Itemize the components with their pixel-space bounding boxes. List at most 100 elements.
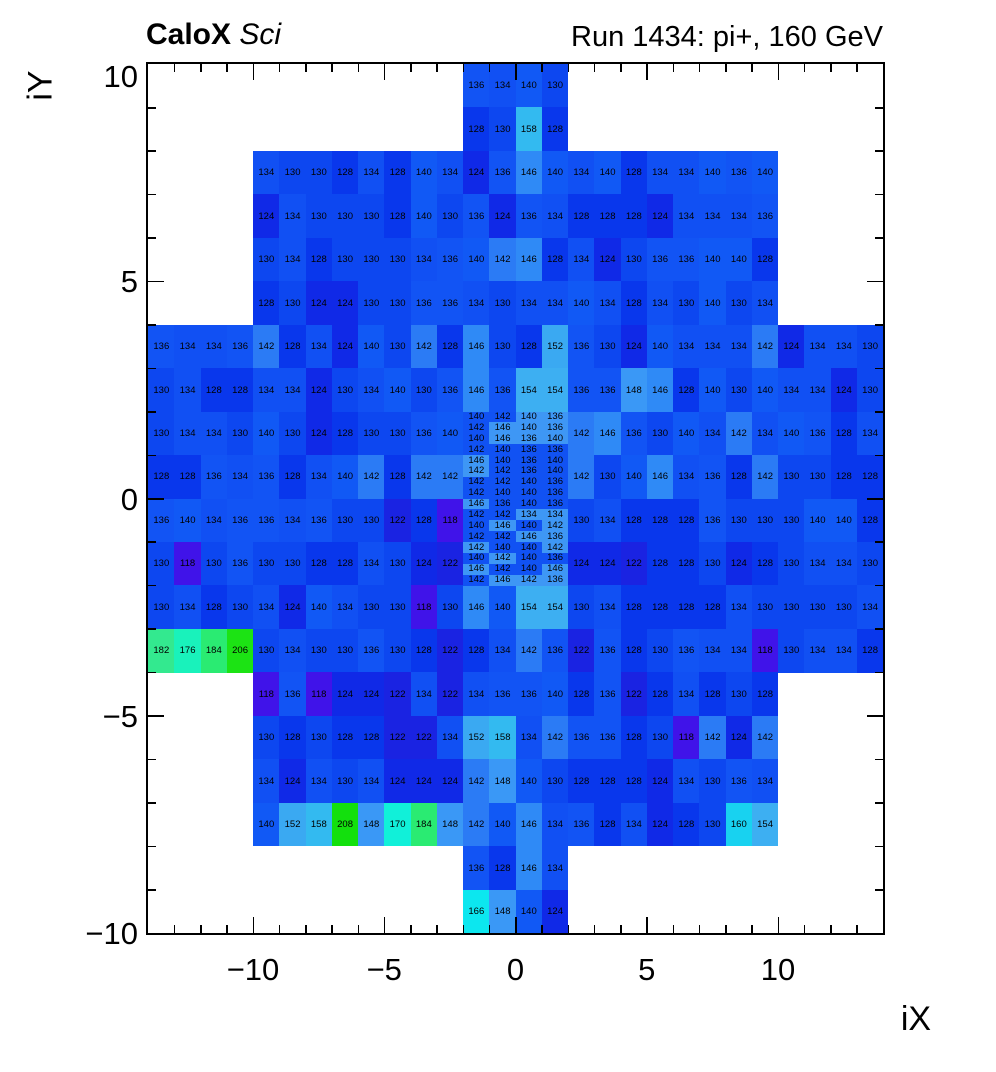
heatmap-cell: 130 (358, 194, 385, 239)
heatmap-cell: 134 (200, 498, 228, 543)
heatmap-cell: 136 (463, 64, 490, 108)
heatmap-cell: 128 (594, 759, 621, 804)
heatmap-cell: 140 (463, 552, 490, 564)
heatmap-cell: 128 (358, 715, 385, 760)
axis-tick (867, 498, 883, 500)
heatmap-cell: 128 (541, 237, 569, 282)
heatmap-cell: 118 (305, 672, 333, 717)
heatmap-cell: 146 (463, 585, 490, 630)
heatmap-cell: 130 (253, 715, 280, 760)
heatmap-cell: 128 (751, 541, 779, 586)
heatmap-cell: 136 (200, 455, 228, 499)
heatmap-cell: 134 (358, 150, 385, 195)
heatmap-cell: 130 (725, 672, 753, 717)
heatmap-cell: 130 (541, 759, 569, 804)
axis-tick (410, 925, 412, 933)
heatmap-cell: 128 (725, 455, 753, 499)
axis-tick (148, 802, 156, 804)
heatmap-cell: 140 (463, 520, 490, 532)
heatmap-cell: 130 (489, 281, 516, 326)
heatmap-cell: 130 (358, 237, 385, 282)
heatmap-cell: 158 (489, 715, 516, 760)
x-tick-label: −10 (226, 952, 280, 987)
heatmap-cell: 184 (200, 628, 228, 673)
heatmap-cell: 128 (751, 672, 779, 717)
axis-tick (148, 584, 156, 587)
heatmap-cell: 146 (463, 563, 490, 575)
heatmap-cell: 136 (568, 802, 595, 847)
heatmap-cell: 140 (489, 455, 516, 467)
axis-tick (875, 671, 883, 674)
heatmap-cell: 130 (778, 498, 805, 543)
axis-tick (148, 324, 156, 326)
heatmap-cell: 136 (594, 628, 621, 673)
heatmap-cell: 118 (410, 585, 438, 630)
heatmap-cell: 130 (646, 411, 674, 456)
heatmap-cell: 142 (463, 531, 490, 543)
axis-tick (875, 106, 883, 109)
heatmap-cell: 128 (620, 194, 648, 239)
heatmap-cell: 134 (515, 715, 543, 760)
axis-tick (148, 193, 156, 196)
heatmap-cell: 134 (358, 368, 385, 412)
heatmap-cell: 124 (305, 411, 333, 456)
heatmap-cell: 130 (331, 759, 359, 804)
heatmap-cell: 134 (804, 324, 831, 369)
heatmap-cell: 136 (515, 672, 543, 717)
axis-tick (200, 925, 202, 933)
heatmap-cell: 130 (646, 628, 674, 673)
heatmap-cell: 130 (331, 194, 359, 239)
heatmap-cell: 140 (515, 563, 543, 575)
heatmap-cell: 130 (331, 237, 359, 282)
heatmap-cell: 130 (725, 498, 753, 543)
heatmap-cell: 140 (253, 802, 280, 847)
heatmap-cell: 134 (594, 498, 621, 543)
axis-tick (305, 925, 307, 933)
heatmap-cell: 148 (489, 889, 516, 934)
heatmap-cell: 142 (463, 487, 490, 499)
heatmap-cell: 124 (646, 759, 674, 804)
heatmap-cell: 140 (646, 324, 674, 369)
heatmap-cell: 136 (148, 324, 175, 369)
heatmap-cell: 140 (436, 411, 464, 456)
heatmap-cell: 142 (541, 541, 569, 554)
heatmap-cell: 136 (594, 368, 621, 412)
heatmap-cell: 134 (463, 672, 490, 717)
heatmap-cell: 142 (489, 531, 516, 543)
heatmap-cell: 140 (804, 498, 831, 543)
axis-tick (875, 802, 883, 804)
heatmap-cell: 140 (174, 498, 201, 543)
heatmap-cell: 134 (830, 541, 858, 586)
heatmap-cell: 130 (778, 541, 805, 586)
heatmap-cell: 134 (358, 759, 385, 804)
heatmap-cell: 140 (489, 487, 516, 499)
y-tick-label: −5 (102, 698, 138, 734)
heatmap-cell: 134 (358, 541, 385, 586)
heatmap-cell: 142 (463, 759, 490, 804)
heatmap-cell: 136 (725, 759, 753, 804)
heatmap-cell: 128 (646, 541, 674, 586)
heatmap-cell: 134 (568, 150, 595, 195)
heatmap-cell: 140 (541, 433, 569, 445)
heatmap-cell: 128 (279, 455, 306, 499)
heatmap-cell: 142 (541, 520, 569, 532)
heatmap-cell: 134 (174, 411, 201, 456)
heatmap-cell: 128 (830, 411, 858, 456)
detector-label-italic: Sci (231, 18, 282, 51)
axis-tick (593, 64, 596, 72)
heatmap-cell: 122 (620, 541, 648, 586)
axis-tick (148, 454, 156, 457)
heatmap-cell: 140 (489, 802, 516, 847)
heatmap-cell: 134 (305, 455, 333, 499)
axis-tick (875, 411, 883, 413)
heatmap-cell: 142 (751, 455, 779, 499)
heatmap-cell: 146 (489, 422, 516, 434)
axis-tick (646, 917, 648, 933)
heatmap-cell: 134 (305, 324, 333, 369)
heatmap-cell: 130 (253, 628, 280, 673)
heatmap-cell: 140 (489, 444, 516, 456)
heatmap-cell: 122 (436, 672, 464, 717)
axis-tick (541, 64, 543, 72)
heatmap-cell: 146 (594, 411, 621, 456)
heatmap-cell: 154 (751, 802, 779, 847)
